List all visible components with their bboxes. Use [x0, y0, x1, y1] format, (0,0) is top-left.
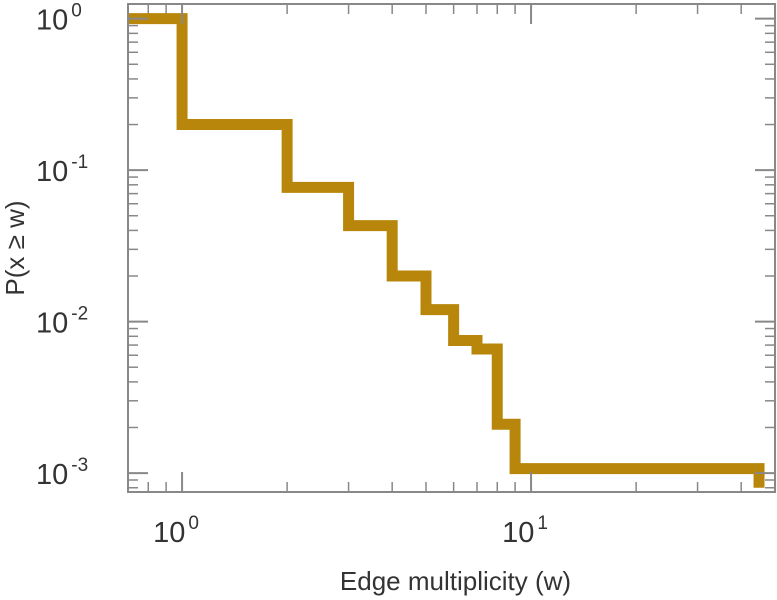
y-tick-label: 10 -3	[36, 455, 88, 491]
x-tick-label: 10 0	[153, 513, 199, 549]
y-tick-label: 10 -1	[36, 152, 88, 188]
x-tick-label: 10 1	[502, 513, 548, 549]
major-ticks	[128, 4, 775, 492]
y-axis-title: P(x ≥ w)	[0, 200, 30, 295]
y-tick-label: 10 0	[36, 1, 82, 37]
x-tick-labels: 10 0 10 1	[153, 513, 548, 549]
series-line-0	[128, 13, 765, 488]
x-axis-title: Edge multiplicity (w)	[340, 566, 571, 596]
series-layer	[128, 13, 765, 488]
minor-ticks	[127, 4, 775, 492]
plot-frame	[127, 3, 776, 493]
y-tick-label: 10 -2	[36, 304, 88, 340]
